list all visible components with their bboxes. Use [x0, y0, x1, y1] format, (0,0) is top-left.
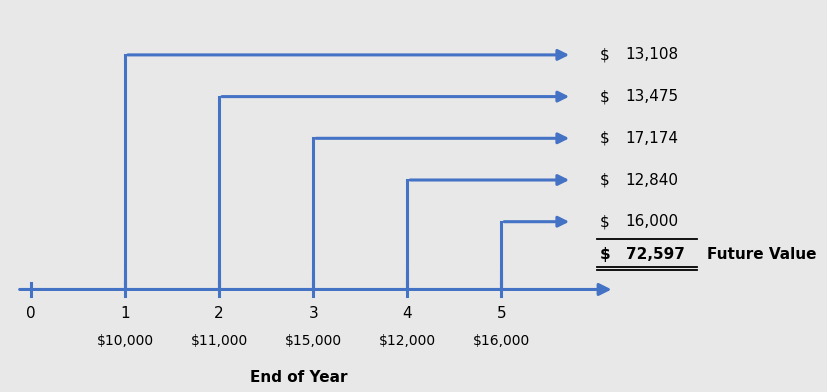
Text: $: $ [600, 47, 609, 62]
Text: 13,475: 13,475 [625, 89, 678, 104]
Text: $: $ [600, 247, 610, 261]
Text: 2: 2 [214, 306, 224, 321]
Text: $: $ [600, 89, 609, 104]
Text: $: $ [600, 131, 609, 146]
Text: 72,597: 72,597 [625, 247, 684, 261]
Text: 0: 0 [26, 306, 36, 321]
Text: End of Year: End of Year [250, 370, 347, 385]
Text: $15,000: $15,000 [284, 334, 342, 348]
Text: 17,174: 17,174 [625, 131, 678, 146]
Text: 4: 4 [402, 306, 412, 321]
Text: $12,000: $12,000 [378, 334, 435, 348]
Text: 12,840: 12,840 [625, 172, 678, 187]
Text: 5: 5 [496, 306, 505, 321]
Text: 3: 3 [308, 306, 318, 321]
Text: Future Value: Future Value [705, 247, 815, 261]
Text: $: $ [600, 214, 609, 229]
Text: 13,108: 13,108 [625, 47, 678, 62]
Text: $11,000: $11,000 [190, 334, 247, 348]
Text: 1: 1 [120, 306, 130, 321]
Text: $16,000: $16,000 [472, 334, 529, 348]
Text: $: $ [600, 172, 609, 187]
Text: $10,000: $10,000 [97, 334, 154, 348]
Text: 16,000: 16,000 [625, 214, 678, 229]
